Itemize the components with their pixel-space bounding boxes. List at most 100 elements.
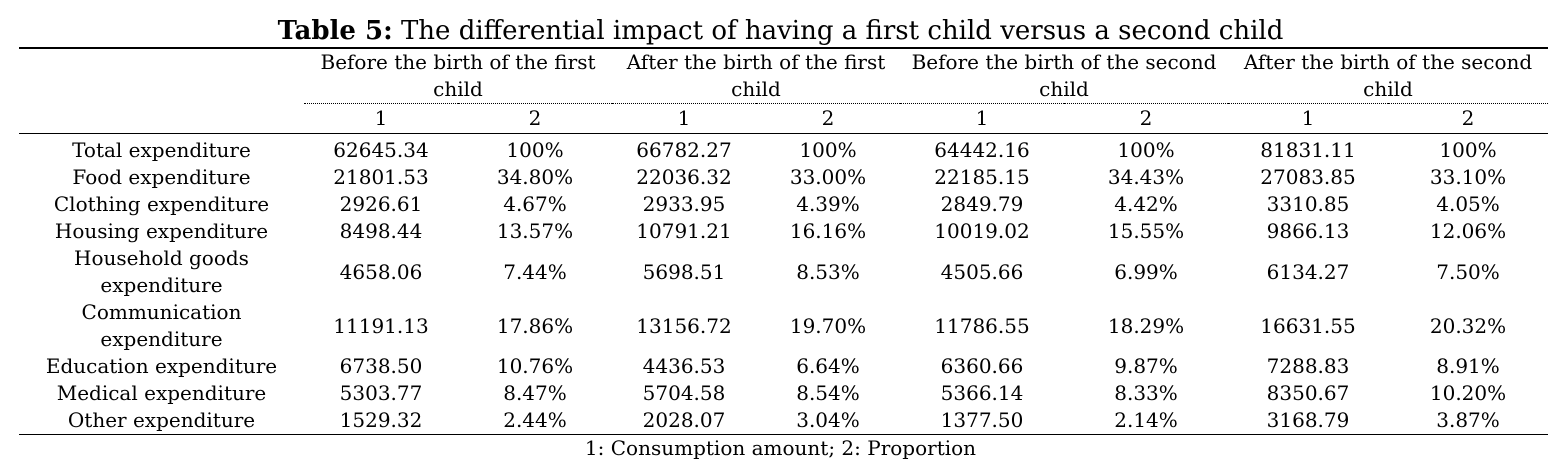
sub-header: 1: [900, 103, 1064, 134]
consumption-amount-cell: 5698.51: [642, 259, 726, 284]
consumption-amount-cell: 22036.32: [636, 165, 732, 189]
proportion-cell: 9.87%: [1114, 354, 1178, 378]
consumption-amount-cell: 21801.53: [333, 165, 429, 189]
table-row: Housing expenditure 8498.44 13.57% 10791.21…: [19, 218, 1548, 245]
table-row: Communication expenditure 11191.13 17.86% 1…: [19, 299, 1548, 353]
proportion-cell: 34.43%: [1107, 165, 1185, 189]
row-label: Food expenditure: [72, 165, 251, 189]
row-label: Household goods expenditure: [74, 246, 249, 297]
consumption-amount-cell: 10791.21: [636, 219, 732, 243]
consumption-amount-cell: 11786.55: [934, 313, 1030, 338]
group-header: After the birth of the second child: [1228, 47, 1549, 104]
consumption-amount-cell: 4658.06: [339, 259, 423, 284]
proportion-cell: 4.39%: [796, 192, 860, 216]
consumption-amount-cell: 2926.61: [339, 192, 423, 216]
table-title: Table 5: The differential impact of havi…: [0, 14, 1561, 48]
consumption-amount-cell: 3168.79: [1228, 407, 1389, 435]
proportion-cell: 17.86%: [496, 313, 574, 338]
proportion-cell: 6.64%: [796, 354, 860, 378]
consumption-amount-cell: 4436.53: [642, 354, 726, 378]
proportion-cell: 8.53%: [796, 259, 860, 284]
row-label: Education expenditure: [45, 354, 278, 378]
proportion-cell: 100%: [1117, 138, 1175, 162]
proportion-cell: 10.20%: [1429, 381, 1507, 405]
proportion-cell: 100%: [1439, 138, 1497, 162]
consumption-amount-cell: 6134.27: [1266, 259, 1350, 284]
proportion-cell: 34.80%: [496, 165, 574, 189]
sub-header: 1: [1228, 103, 1389, 134]
consumption-amount-cell: 6738.50: [339, 354, 423, 378]
consumption-amount-cell: 1377.50: [900, 407, 1064, 435]
proportion-cell: 100%: [506, 138, 564, 162]
proportion-cell: 8.54%: [796, 381, 860, 405]
consumption-amount-cell: 5303.77: [339, 381, 423, 405]
consumption-amount-cell: 5704.58: [642, 381, 726, 405]
proportion-cell: 7.50%: [1436, 259, 1500, 284]
proportion-cell: 2.44%: [458, 407, 612, 435]
consumption-amount-cell: 1529.32: [304, 407, 458, 435]
sub-header: 1: [612, 103, 756, 134]
row-label-header: [19, 47, 304, 104]
proportion-cell: 7.44%: [503, 259, 567, 284]
table-row: Household goods expenditure 4658.06 7.44% 5…: [19, 245, 1548, 299]
proportion-cell: 3.04%: [756, 407, 900, 435]
table-row: Clothing expenditure 2926.61 4.67% 2933.95 4…: [19, 191, 1548, 218]
proportion-cell: 8.33%: [1114, 381, 1178, 405]
consumption-amount-cell: 13156.72: [636, 313, 732, 338]
sub-header: 2: [458, 103, 612, 134]
proportion-cell: 6.99%: [1114, 259, 1178, 284]
row-label-subheader: [19, 103, 304, 134]
proportion-cell: 15.55%: [1107, 219, 1185, 243]
consumption-amount-cell: 22185.15: [934, 165, 1030, 189]
proportion-cell: 16.16%: [789, 219, 867, 243]
consumption-amount-cell: 8350.67: [1266, 381, 1350, 405]
row-label: Medical expenditure: [56, 381, 267, 405]
table-row: Total expenditure 62645.34 100% 66782.27 100…: [19, 134, 1548, 165]
row-label: Other expenditure: [19, 407, 304, 435]
table-number: Table 5:: [277, 16, 393, 46]
consumption-amount-cell: 62645.34: [333, 138, 429, 162]
consumption-amount-cell: 9866.13: [1266, 219, 1350, 243]
sub-header: 2: [1388, 103, 1549, 134]
consumption-amount-cell: 3310.85: [1266, 192, 1350, 216]
sub-header: 1: [304, 103, 458, 134]
proportion-cell: 10.76%: [496, 354, 574, 378]
table-row: Food expenditure 21801.53 34.80% 22036.32 33…: [19, 164, 1548, 191]
proportion-cell: 2.14%: [1064, 407, 1229, 435]
proportion-cell: 4.05%: [1436, 192, 1500, 216]
proportion-cell: 13.57%: [496, 219, 574, 243]
proportion-cell: 12.06%: [1429, 219, 1507, 243]
row-label: Housing expenditure: [54, 219, 269, 243]
consumption-amount-cell: 81831.11: [1260, 138, 1356, 162]
consumption-amount-cell: 16631.55: [1260, 313, 1356, 338]
table-row: Medical expenditure 5303.77 8.47% 5704.58 8.…: [19, 380, 1548, 407]
proportion-cell: 20.32%: [1429, 313, 1507, 338]
row-label: Clothing expenditure: [53, 192, 270, 216]
proportion-cell: 18.29%: [1107, 313, 1185, 338]
row-label: Communication expenditure: [81, 300, 242, 351]
proportion-cell: 8.91%: [1436, 354, 1500, 378]
sub-header: 2: [1064, 103, 1229, 134]
consumption-amount-cell: 5366.14: [940, 381, 1024, 405]
table-row: Other expenditure 1529.32 2.44% 2028.07 3.04…: [19, 407, 1549, 435]
table-caption: The differential impact of having a firs…: [400, 16, 1284, 46]
proportion-cell: 33.00%: [789, 165, 867, 189]
expenditure-table: Before the birth of the first child Afte…: [19, 47, 1549, 435]
consumption-amount-cell: 27083.85: [1260, 165, 1356, 189]
consumption-amount-cell: 4505.66: [940, 259, 1024, 284]
table-footnote: 1: Consumption amount; 2: Proportion: [584, 436, 977, 460]
consumption-amount-cell: 8498.44: [339, 219, 423, 243]
proportion-cell: 100%: [799, 138, 857, 162]
consumption-amount-cell: 66782.27: [636, 138, 732, 162]
sub-header: 2: [756, 103, 900, 134]
row-label: Total expenditure: [72, 138, 251, 162]
proportion-cell: 4.42%: [1114, 192, 1178, 216]
group-header: After the birth of the first child: [612, 47, 900, 104]
group-header-row: Before the birth of the first child Afte…: [19, 47, 1549, 104]
group-header: Before the birth of the second child: [900, 47, 1229, 104]
group-header: Before the birth of the first child: [304, 47, 612, 104]
proportion-cell: 8.47%: [503, 381, 567, 405]
consumption-amount-cell: 6360.66: [940, 354, 1024, 378]
consumption-amount-cell: 7288.83: [1266, 354, 1350, 378]
